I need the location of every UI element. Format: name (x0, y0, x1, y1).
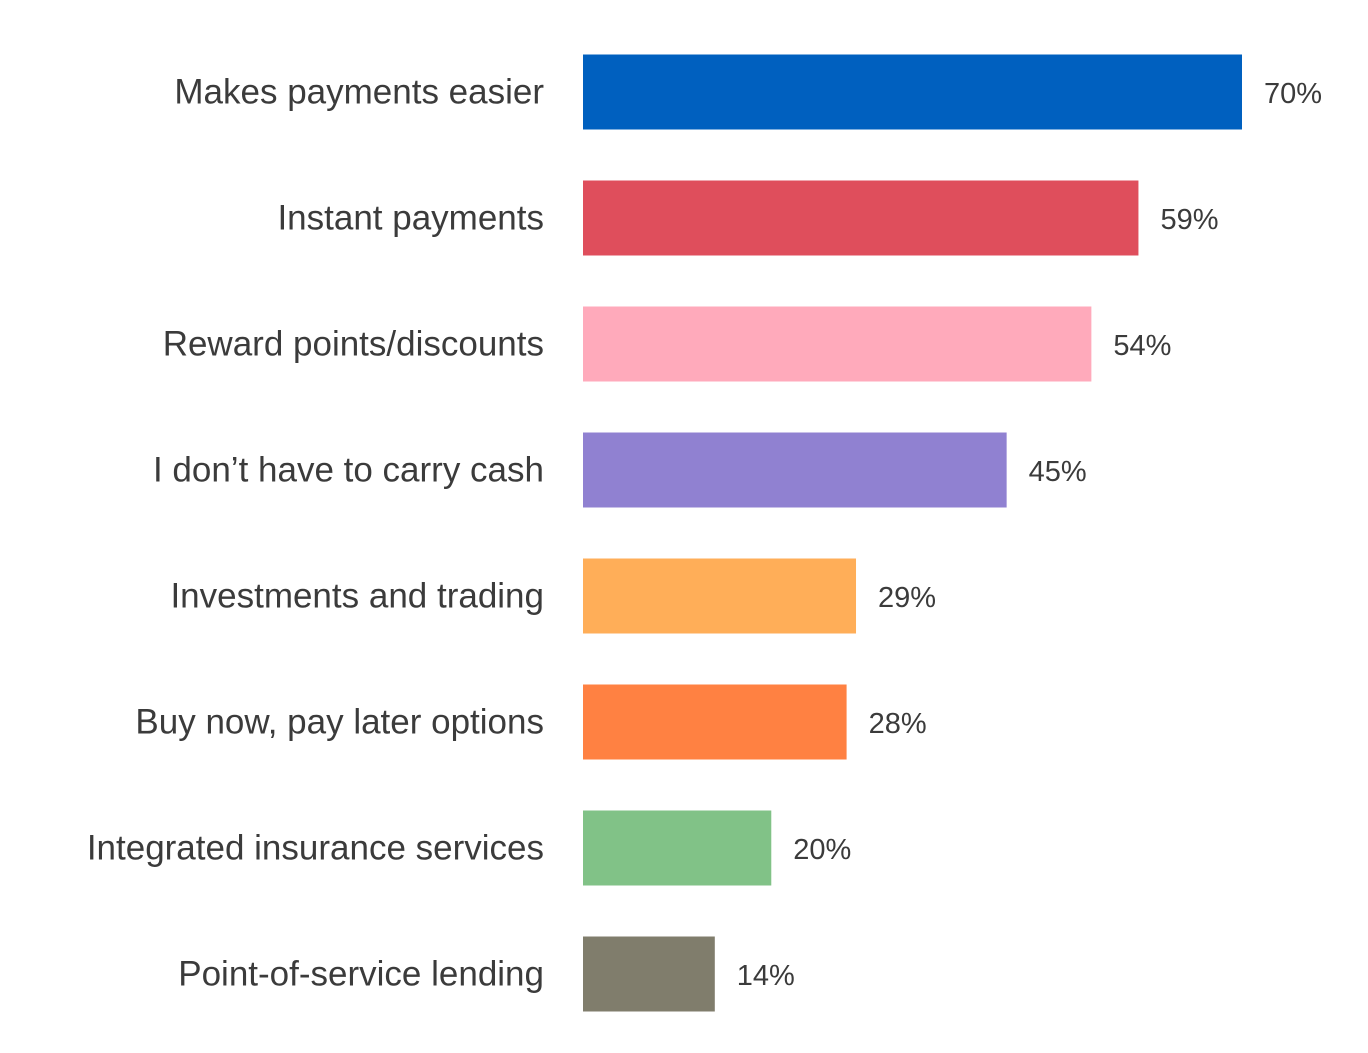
category-label: Integrated insurance services (87, 829, 544, 868)
category-label: Buy now, pay later options (135, 703, 544, 742)
bar-row: Reward points/discounts 54% (163, 306, 1171, 382)
bar (583, 684, 847, 760)
value-label: 45% (1029, 456, 1087, 488)
bar (583, 810, 772, 886)
bar-row: Buy now, pay later options 28% (135, 684, 927, 760)
value-label: 54% (1113, 330, 1171, 362)
value-label: 20% (793, 834, 851, 866)
category-label: I don’t have to carry cash (153, 451, 544, 490)
bar (583, 432, 1007, 508)
bar-row: Investments and trading 29% (170, 558, 936, 634)
value-label: 29% (878, 582, 936, 614)
category-label: Makes payments easier (174, 73, 544, 112)
category-label: Point-of-service lending (178, 955, 544, 994)
value-label: 70% (1264, 78, 1322, 110)
bar (583, 306, 1092, 382)
bar-row: Integrated insurance services 20% (87, 810, 851, 886)
bar (583, 558, 857, 634)
category-label: Reward points/discounts (163, 325, 544, 364)
value-label: 28% (869, 708, 927, 740)
category-label: Instant payments (277, 199, 544, 238)
bar-row: Instant payments 59% (277, 180, 1218, 256)
bar-row: I don’t have to carry cash 45% (153, 432, 1087, 508)
bar (583, 180, 1139, 256)
value-label: 59% (1160, 204, 1218, 236)
bar-row: Point-of-service lending 14% (178, 936, 795, 1012)
value-label: 14% (737, 960, 795, 992)
bar-row: Makes payments easier 70% (174, 54, 1322, 130)
bar (583, 936, 715, 1012)
category-label: Investments and trading (170, 577, 544, 616)
bar (583, 54, 1242, 130)
